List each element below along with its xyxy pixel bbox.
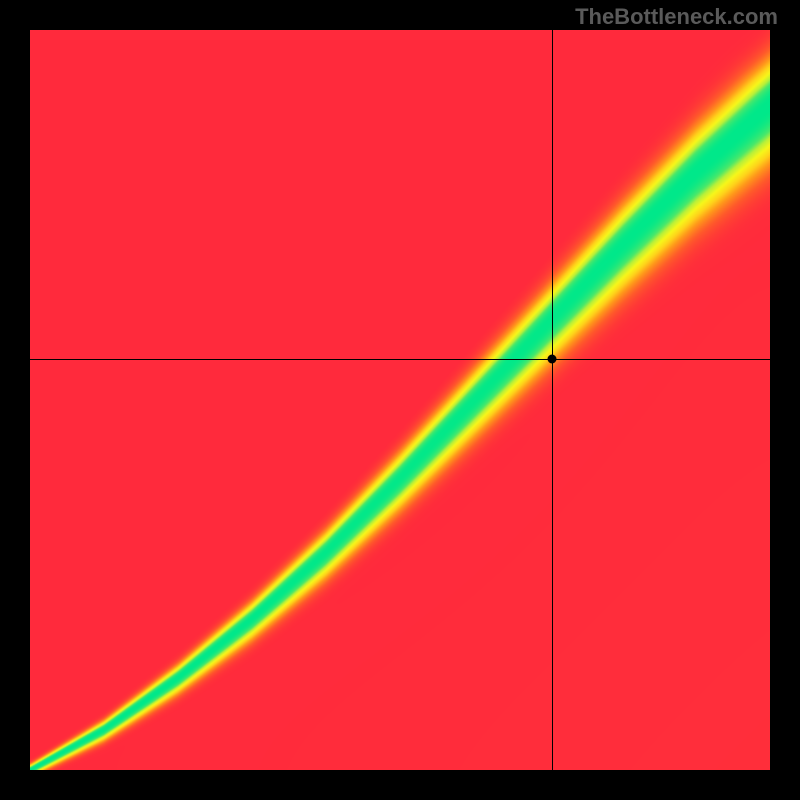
plot-area [30,30,770,770]
crosshair-vertical [552,30,553,770]
watermark-text: TheBottleneck.com [575,4,778,30]
crosshair-horizontal [30,359,770,360]
chart-container: TheBottleneck.com [0,0,800,800]
crosshair-marker [548,355,557,364]
heatmap-canvas [30,30,770,770]
